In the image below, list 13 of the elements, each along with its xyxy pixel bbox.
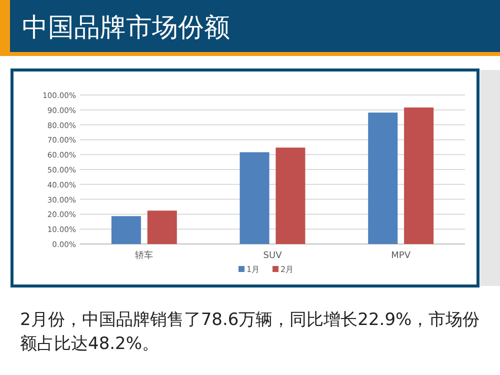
x-tick-label: 轿车 (135, 250, 154, 261)
bar (147, 210, 177, 244)
bar (368, 112, 398, 244)
bar (111, 216, 141, 244)
bar (404, 108, 434, 244)
bar (240, 152, 270, 244)
x-tick-label: MPV (391, 251, 412, 261)
text: 2月份，中国品牌销售了78.6万辆，同比增长22.9%，市场份额占比达48.2%。 (20, 309, 481, 356)
bar (276, 148, 306, 244)
title: 中国品牌市场份额 (22, 13, 230, 43)
legend-label: 1月 (246, 265, 260, 274)
x-tick-label: SUV (263, 251, 283, 261)
legend-label: 2月 (280, 265, 294, 274)
